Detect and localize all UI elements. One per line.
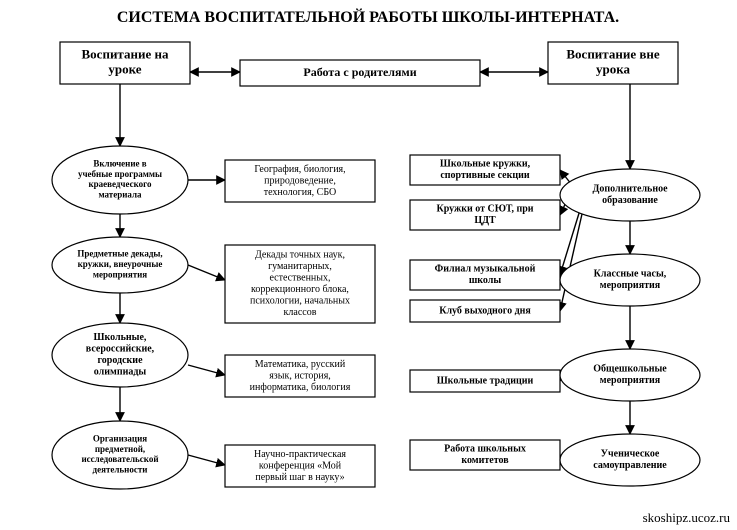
n_parents-label: Работа с родителями	[303, 65, 416, 79]
e_class-label: Классные часы,мероприятия	[594, 269, 667, 292]
r_club-label: Клуб выходного дня	[439, 305, 531, 316]
n_parents: Работа с родителями	[240, 60, 480, 86]
e_dop-label: Дополнительноеобразование	[592, 184, 668, 207]
r_conf: Научно-практическаяконференция «Мойпервы…	[225, 445, 375, 487]
r_geo: География, биология,природоведение,техно…	[225, 160, 375, 202]
e_self-label: Ученическоесамоуправление	[593, 449, 667, 472]
e_org: Организацияпредметной,исследовательскойд…	[52, 421, 188, 489]
r_math: Математика, русскийязык, история,информа…	[225, 355, 375, 397]
diagram-canvas: СИСТЕМА ВОСПИТАТЕЛЬНОЙ РАБОТЫ ШКОЛЫ-ИНТЕ…	[0, 0, 737, 530]
diagram-title: СИСТЕМА ВОСПИТАТЕЛЬНОЙ РАБОТЫ ШКОЛЫ-ИНТЕ…	[117, 7, 619, 26]
e_dop: Дополнительноеобразование	[560, 169, 700, 221]
r_circ: Школьные кружки,спортивные секции	[410, 155, 560, 185]
r_komm: Работа школьныхкомитетов	[410, 440, 560, 470]
e_class: Классные часы,мероприятия	[560, 254, 700, 306]
r_dek: Декады точных наук,гуманитарных,естестве…	[225, 245, 375, 323]
r_sut: Кружки от СЮТ, приЦДТ	[410, 200, 560, 230]
e_olymp: Школьные,всероссийские,городскиеолимпиад…	[52, 323, 188, 387]
e_school-label: Общешкольныемероприятия	[593, 364, 667, 387]
e_inc: Включение вучебные программыкраеведческо…	[52, 146, 188, 214]
r_circ-label: Школьные кружки,спортивные секции	[440, 159, 531, 182]
e_school: Общешкольныемероприятия	[560, 349, 700, 401]
r_club: Клуб выходного дня	[410, 300, 560, 322]
r_trad-label: Школьные традиции	[437, 375, 534, 386]
r_music: Филиал музыкальнойшколы	[410, 260, 560, 290]
source-footer: skoshipz.ucoz.ru	[643, 510, 731, 525]
n_out: Воспитание внеурока	[548, 42, 678, 84]
e_self: Ученическоесамоуправление	[560, 434, 700, 486]
r_conf-label: Научно-практическаяконференция «Мойпервы…	[254, 449, 346, 483]
r_trad: Школьные традиции	[410, 370, 560, 392]
r_geo-label: География, биология,природоведение,техно…	[254, 164, 345, 198]
n_lesson: Воспитание науроке	[60, 42, 190, 84]
e_org-label: Организацияпредметной,исследовательскойд…	[81, 434, 158, 475]
e_dec: Предметные декады,кружки, внеурочныемеро…	[52, 237, 188, 293]
